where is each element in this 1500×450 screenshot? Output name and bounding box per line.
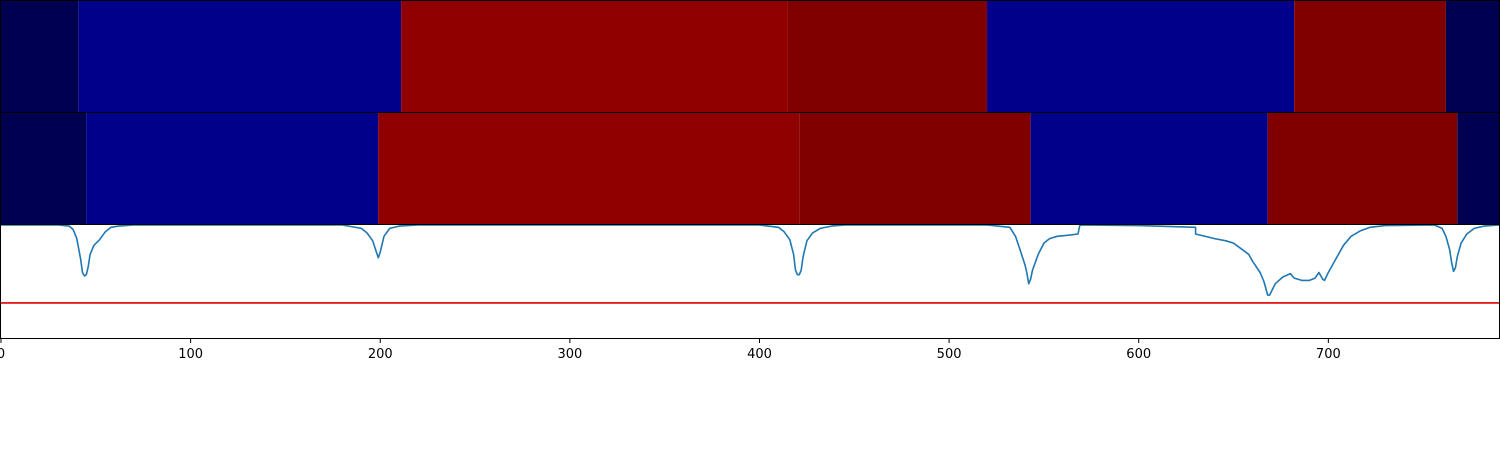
heatmap-segment: [987, 1, 1295, 112]
x-tick-label: 100: [178, 347, 203, 362]
heatmap-segment: [1267, 113, 1458, 225]
x-tick-label: 500: [937, 347, 962, 362]
x-tick-label: 300: [557, 347, 582, 362]
middle-heatmap-panel: [0, 112, 1500, 226]
plot-background: [1, 225, 1499, 338]
heatmap-segment: [1294, 1, 1446, 112]
heatmap-segment: [378, 113, 800, 225]
x-tick-label: 700: [1316, 347, 1341, 362]
heatmap-segment: [86, 113, 379, 225]
heatmap-segment: [787, 1, 988, 112]
heatmap-segment: [1457, 113, 1499, 225]
x-axis: 0 100 200 300 400 500 600 700: [0, 338, 1341, 362]
x-tick-label: 400: [747, 347, 772, 362]
top-heatmap-panel: [0, 0, 1500, 113]
line-panel: [0, 224, 1500, 339]
heatmap-segment: [1445, 1, 1499, 112]
heatmap-segment: [1, 1, 79, 112]
heatmap-segment: [401, 1, 788, 112]
heatmap-segment: [1, 113, 87, 225]
x-tick-label: 0: [0, 347, 5, 362]
heatmap-segment: [1030, 113, 1268, 225]
heatmap-segment: [799, 113, 1031, 225]
x-tick-label: 200: [368, 347, 393, 362]
x-tick-label: 600: [1126, 347, 1151, 362]
heatmap-segment: [78, 1, 402, 112]
